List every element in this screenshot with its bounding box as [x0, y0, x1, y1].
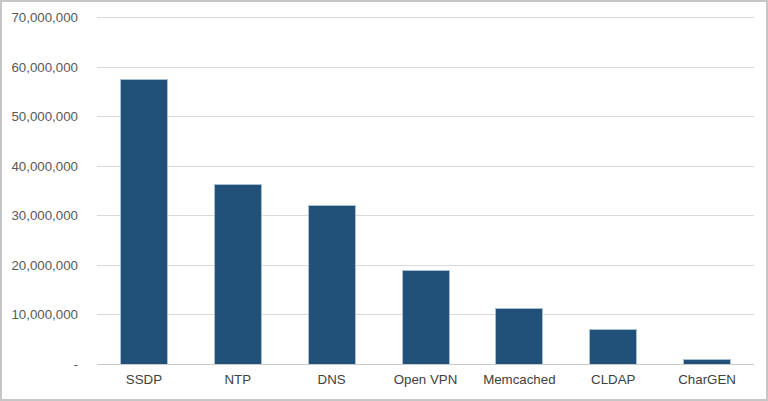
bar-ssdp	[120, 79, 168, 364]
x-axis-category-label: NTP	[191, 373, 285, 386]
bar-ntp	[214, 184, 262, 364]
gridline	[97, 166, 754, 167]
y-axis-tick-label: 10,000,000	[0, 308, 78, 321]
plot-area	[97, 2, 754, 365]
x-axis-category-label: DNS	[285, 373, 379, 386]
gridline	[97, 67, 754, 68]
y-axis-tick-label: 40,000,000	[0, 160, 78, 173]
bar-dns	[308, 205, 356, 364]
gridline	[97, 265, 754, 266]
x-axis-category-label: Memcached	[472, 373, 566, 386]
y-axis-tick-label: 30,000,000	[0, 209, 78, 222]
y-axis-tick-label: 70,000,000	[0, 11, 78, 24]
x-axis-category-label: Open VPN	[379, 373, 473, 386]
bar-memcached	[495, 308, 543, 364]
bar-cldap	[589, 329, 637, 364]
bar-open-vpn	[402, 270, 450, 364]
gridline	[97, 17, 754, 18]
y-axis-tick-label: -	[0, 358, 78, 371]
x-axis-category-label: SSDP	[97, 373, 191, 386]
y-axis-tick-label: 60,000,000	[0, 61, 78, 74]
gridline	[97, 215, 754, 216]
x-axis-category-label: CLDAP	[566, 373, 660, 386]
gridline	[97, 116, 754, 117]
x-axis-line	[97, 364, 754, 365]
y-axis-tick-label: 20,000,000	[0, 259, 78, 272]
y-axis-tick-label: 50,000,000	[0, 110, 78, 123]
bar-chart: 70,000,000 60,000,000 50,000,000 40,000,000…	[0, 0, 768, 401]
x-axis-category-label: CharGEN	[660, 373, 754, 386]
